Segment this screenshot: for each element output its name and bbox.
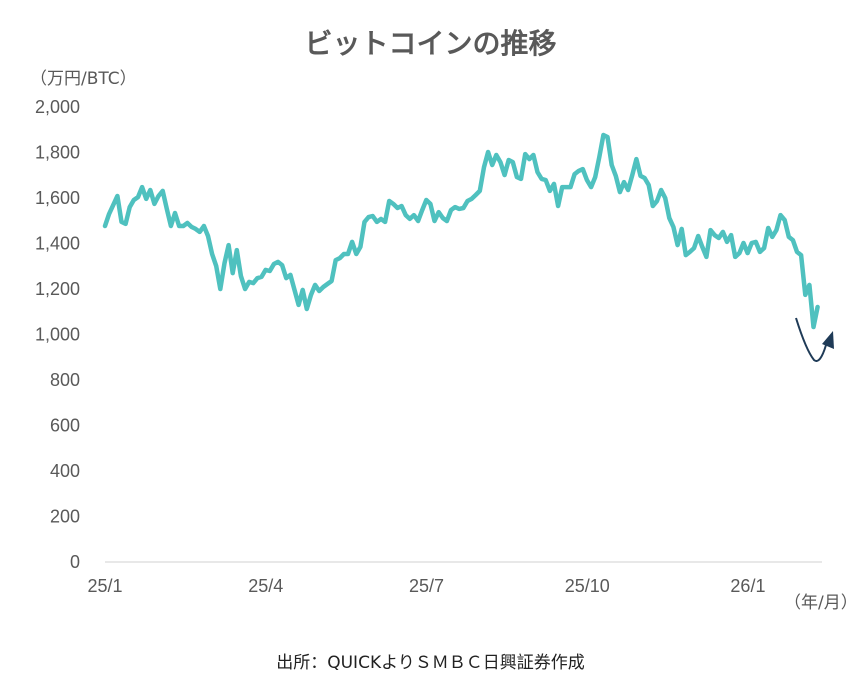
y-tick-label: 1,200 [35, 279, 80, 299]
x-tick-label: 25/1 [87, 576, 122, 596]
y-tick-label: 0 [70, 552, 80, 572]
source-note: 出所：QUICKよりＳＭＢＣ日興証券作成 [276, 653, 585, 673]
y-tick-label: 600 [50, 416, 80, 436]
rebound-arrow-head-icon [822, 331, 834, 349]
y-tick-label: 400 [50, 461, 80, 481]
y-tick-label: 1,800 [35, 143, 80, 163]
chart-title: ビットコインの推移 [304, 27, 557, 60]
y-tick-label: 200 [50, 507, 80, 527]
y-tick-label: 1,400 [35, 234, 80, 254]
y-tick-label: 2,000 [35, 97, 80, 117]
x-tick-label: 26/1 [730, 576, 765, 596]
y-axis-unit-label: （万円/BTC） [30, 69, 137, 89]
y-tick-label: 1,000 [35, 325, 80, 345]
x-tick-label: 25/10 [565, 576, 610, 596]
rebound-arrow-curve [795, 317, 827, 362]
y-tick-label: 800 [50, 370, 80, 390]
x-tick-label: 25/7 [409, 576, 444, 596]
x-axis-unit-label: （年/月） [784, 593, 858, 613]
bitcoin-price-line [102, 132, 820, 330]
y-tick-label: 1,600 [35, 188, 80, 208]
x-tick-label: 25/4 [248, 576, 283, 596]
